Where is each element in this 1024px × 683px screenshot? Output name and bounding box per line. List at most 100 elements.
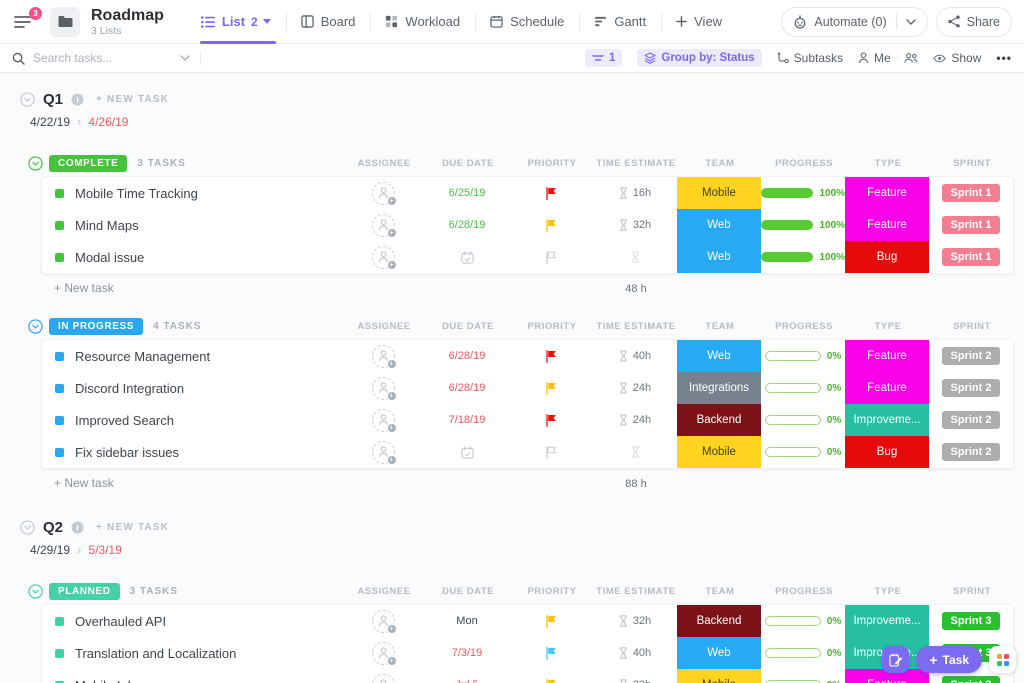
assignee-cell[interactable]: +: [341, 340, 425, 372]
due-date-value[interactable]: 6/28/19: [449, 382, 486, 394]
chevron-circle-icon[interactable]: [20, 92, 35, 107]
sprint-badge[interactable]: Sprint 1: [942, 216, 1001, 234]
column-header-team[interactable]: TEAM: [678, 158, 762, 169]
time-estimate-cell[interactable]: [593, 241, 677, 273]
flag-icon[interactable]: [546, 647, 557, 660]
time-estimate-cell[interactable]: 40h: [593, 340, 677, 372]
due-date-value[interactable]: 7/18/19: [449, 414, 486, 426]
priority-cell[interactable]: [509, 605, 593, 637]
tab-workload[interactable]: Workload: [370, 0, 475, 44]
task-status-square[interactable]: [55, 189, 64, 198]
assignee-cell[interactable]: +: [341, 177, 425, 209]
type-tag[interactable]: Bug: [845, 241, 929, 273]
info-icon[interactable]: i: [71, 521, 84, 534]
new-task-button[interactable]: + New task: [41, 281, 342, 295]
task-row[interactable]: Overhauled API+Mon32hBackend0%Improveme.…: [42, 605, 1013, 637]
flag-outline-icon[interactable]: [546, 446, 557, 459]
team-tag[interactable]: Web: [677, 637, 761, 669]
task-name-cell[interactable]: Mobile Inbox: [42, 669, 341, 683]
assignee-cell[interactable]: +: [341, 241, 425, 273]
time-estimate-cell[interactable]: 16h: [593, 177, 677, 209]
share-button[interactable]: Share: [936, 7, 1012, 37]
due-date-value[interactable]: Mon: [456, 615, 477, 627]
team-tag[interactable]: Web: [677, 209, 761, 241]
task-name[interactable]: Mind Maps: [75, 218, 139, 233]
sprint-cell[interactable]: Sprint 1: [929, 177, 1013, 209]
team-cell[interactable]: Web: [677, 209, 761, 241]
task-row[interactable]: Fix sidebar issues+Mobile0%BugSprint 2: [42, 436, 1013, 468]
due-date-value[interactable]: 6/28/19: [449, 219, 486, 231]
task-name-cell[interactable]: Overhauled API: [42, 605, 341, 637]
task-row[interactable]: Improved Search+7/18/1924hBackend0%Impro…: [42, 404, 1013, 436]
team-tag[interactable]: Mobile: [677, 177, 761, 209]
progress-cell[interactable]: 100%: [761, 241, 845, 273]
task-status-square[interactable]: [55, 617, 64, 626]
tab-schedule[interactable]: Schedule: [475, 0, 579, 44]
start-date[interactable]: 4/22/19: [30, 115, 70, 129]
info-icon[interactable]: i: [71, 93, 84, 106]
sprint-cell[interactable]: Sprint 1: [929, 241, 1013, 273]
column-header-type[interactable]: TYPE: [846, 586, 930, 597]
sprint-cell[interactable]: Sprint 2: [929, 404, 1013, 436]
time-estimate-cell[interactable]: 24h: [593, 404, 677, 436]
task-row[interactable]: Translation and Localization+7/3/1940hWe…: [42, 637, 1013, 669]
task-name-cell[interactable]: Improved Search: [42, 404, 341, 436]
tab-gantt[interactable]: Gantt: [579, 0, 661, 44]
calendar-icon[interactable]: [461, 251, 474, 264]
chevron-down-icon[interactable]: [906, 19, 916, 25]
task-name-cell[interactable]: Fix sidebar issues: [42, 436, 341, 468]
progress-cell[interactable]: 100%: [761, 209, 845, 241]
team-cell[interactable]: Web: [677, 637, 761, 669]
due-date-cell[interactable]: 7/3/19: [425, 637, 509, 669]
due-date-cell[interactable]: 6/28/19: [425, 372, 509, 404]
team-tag[interactable]: Web: [677, 340, 761, 372]
type-tag[interactable]: Feature: [845, 177, 929, 209]
flag-icon[interactable]: [546, 350, 557, 363]
task-name-cell[interactable]: Discord Integration: [42, 372, 341, 404]
time-estimate-cell[interactable]: 32h: [593, 605, 677, 637]
priority-cell[interactable]: [509, 177, 593, 209]
due-date-cell[interactable]: Jul 5: [425, 669, 509, 683]
task-name[interactable]: Modal issue: [75, 250, 144, 265]
assignee-cell[interactable]: +: [341, 605, 425, 637]
task-row[interactable]: Modal issue+Web100%BugSprint 1: [42, 241, 1013, 273]
team-cell[interactable]: Web: [677, 340, 761, 372]
assignee-cell[interactable]: +: [341, 669, 425, 683]
type-tag[interactable]: Feature: [845, 340, 929, 372]
due-date-cell[interactable]: 6/28/19: [425, 209, 509, 241]
sidebar-toggle-button[interactable]: 3: [14, 11, 36, 33]
assignee-add-icon[interactable]: +: [372, 214, 395, 237]
due-date-value[interactable]: 6/25/19: [449, 187, 486, 199]
team-cell[interactable]: Mobile: [677, 436, 761, 468]
time-estimate-cell[interactable]: 32h: [593, 209, 677, 241]
progress-cell[interactable]: 0%: [761, 372, 845, 404]
section-date-range[interactable]: 4/22/19›4/26/19: [30, 114, 1014, 129]
due-date-cell[interactable]: 6/25/19: [425, 177, 509, 209]
chevron-circle-icon[interactable]: [28, 156, 43, 171]
priority-cell[interactable]: [509, 209, 593, 241]
task-status-square[interactable]: [55, 416, 64, 425]
assignee-add-icon[interactable]: +: [372, 610, 395, 633]
column-header-progress[interactable]: PROGRESS: [762, 158, 846, 169]
flag-icon[interactable]: [546, 679, 557, 683]
column-header-time-estimate[interactable]: TIME ESTIMATE: [594, 321, 678, 332]
column-header-team[interactable]: TEAM: [678, 586, 762, 597]
due-date-cell[interactable]: 6/28/19: [425, 340, 509, 372]
assignee-cell[interactable]: +: [341, 436, 425, 468]
column-header-assignee[interactable]: ASSIGNEE: [342, 586, 426, 597]
status-badge[interactable]: COMPLETE: [49, 155, 127, 172]
assignee-add-icon[interactable]: +: [372, 345, 395, 368]
assignee-add-icon[interactable]: +: [372, 246, 395, 269]
task-row[interactable]: Resource Management+6/28/1940hWeb0%Featu…: [42, 340, 1013, 372]
filter-button[interactable]: 1: [585, 49, 622, 67]
chevron-down-icon[interactable]: [180, 55, 190, 61]
type-cell[interactable]: Bug: [845, 241, 929, 273]
task-row[interactable]: Mobile Inbox+Jul 532hMobile0%FeatureSpri…: [42, 669, 1013, 683]
task-name-cell[interactable]: Translation and Localization: [42, 637, 341, 669]
section-new-task-button[interactable]: + NEW TASK: [96, 94, 169, 105]
sprint-cell[interactable]: Sprint 1: [929, 209, 1013, 241]
team-cell[interactable]: Backend: [677, 605, 761, 637]
team-cell[interactable]: Mobile: [677, 669, 761, 683]
due-date-value[interactable]: 7/3/19: [452, 647, 483, 659]
progress-cell[interactable]: 0%: [761, 669, 845, 683]
